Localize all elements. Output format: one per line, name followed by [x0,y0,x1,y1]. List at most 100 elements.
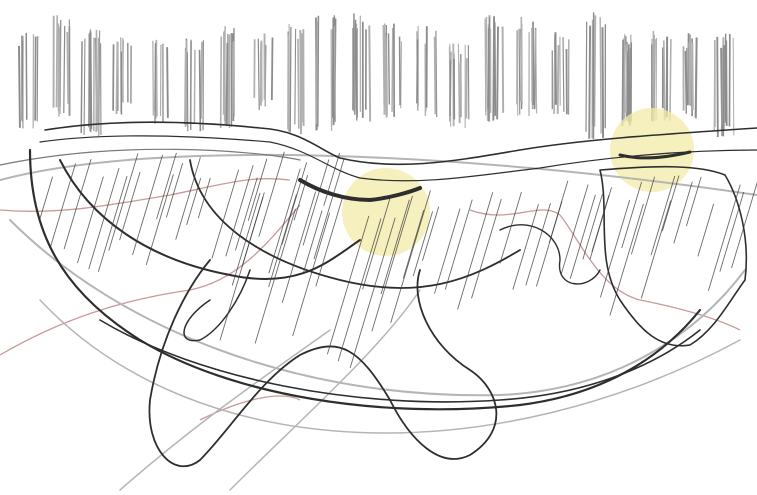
vertical-stroke [518,28,521,115]
vertical-stroke [487,27,490,109]
vertical-stroke [585,21,588,132]
vertical-stroke [115,41,119,115]
vertical-stroke [219,36,223,129]
vertical-stroke [25,32,28,120]
hatch-line [156,152,177,220]
hatch-line [97,175,128,272]
vertical-stroke [627,44,630,123]
hatch-line [621,181,642,249]
vertical-stroke [534,29,538,114]
hatch-line [349,217,396,369]
vertical-stroke [80,41,83,134]
vertical-stroke [259,40,263,106]
vertical-stroke [257,38,260,111]
hatch-line [49,163,77,248]
vertical-stroke [556,45,560,114]
hatch-line [315,197,343,287]
hatch-line [302,159,330,246]
vertical-stroke [694,37,698,118]
vertical-stroke [333,26,337,123]
vertical-stroke [449,59,452,117]
crescent-inner [189,159,521,289]
vertical-stroke [593,15,597,127]
lower-lobe [148,259,498,467]
vertical-stroke [96,37,100,125]
vertical-stroke [433,36,437,115]
vertical-stroke [331,17,335,118]
hatch-line [326,215,370,355]
vertical-stroke [200,41,203,119]
vertical-stroke [691,42,694,110]
vertical-stroke [289,26,292,133]
ground-line [44,121,757,166]
right-block [599,165,748,347]
hatch-line [661,175,680,232]
hatch-line [499,191,522,264]
hatch-line [569,194,596,279]
vertical-stroke [485,16,488,112]
vertical-stroke [416,39,419,104]
hatch-line [599,199,631,298]
hatch-line [582,194,603,260]
vertical-stroke [391,28,394,112]
vertical-stroke [154,43,157,124]
hatch-line [630,176,656,255]
vertical-stroke [166,47,169,118]
hatch-line [293,174,309,221]
vertical-stroke [316,15,320,127]
hatch-line [525,203,551,286]
vertical-stroke [63,25,66,113]
hatch-line [225,165,254,257]
hatch-line [685,176,702,227]
vertical-stroke [554,32,557,105]
vertical-stroke [368,25,372,122]
red-line [0,178,291,212]
vertical-stroke [601,27,605,138]
vertical-stroke [387,33,391,105]
arc [0,153,757,196]
hatch-line [119,171,141,241]
hatch-line [241,192,265,267]
hatch-line [422,206,440,261]
hatch-line [362,195,392,290]
vertical-stroke [621,39,624,127]
hatch-line [444,199,473,290]
red-line [0,204,301,356]
hatch-line [471,198,502,299]
vertical-stroke [492,16,496,121]
lower-lobe [183,269,251,342]
hatch-line [254,208,296,344]
hatch-line [380,199,410,295]
red-line [469,209,741,331]
hatch-line [165,162,184,218]
vertical-stroke [623,38,626,122]
vertical-stroke [34,36,37,121]
vertical-stroke [716,36,719,138]
vertical-stroke [354,19,357,115]
hatch-line [371,195,413,332]
vertical-stroke [88,43,92,132]
hatch-line [197,177,211,219]
vertical-stroke [36,36,39,122]
vertical-stroke [501,26,505,113]
hatch-line [457,192,494,310]
hatch-line [268,194,297,288]
right-block [499,224,601,285]
vertical-stroke [193,49,196,123]
vertical-stroke [599,17,602,134]
crescent-base [99,319,701,403]
hatch-line [247,158,268,221]
ground-line [39,135,757,182]
hatch-line [548,180,569,243]
vertical-stroke [355,29,358,121]
hatch-line [235,177,258,251]
hatch-line [640,200,672,299]
hatch-line [390,190,431,323]
vertical-stroke [297,38,300,129]
vertical-stroke [68,19,71,116]
hatch-line [39,176,54,219]
hatch-line [560,184,589,276]
vertical-stroke [722,44,725,137]
